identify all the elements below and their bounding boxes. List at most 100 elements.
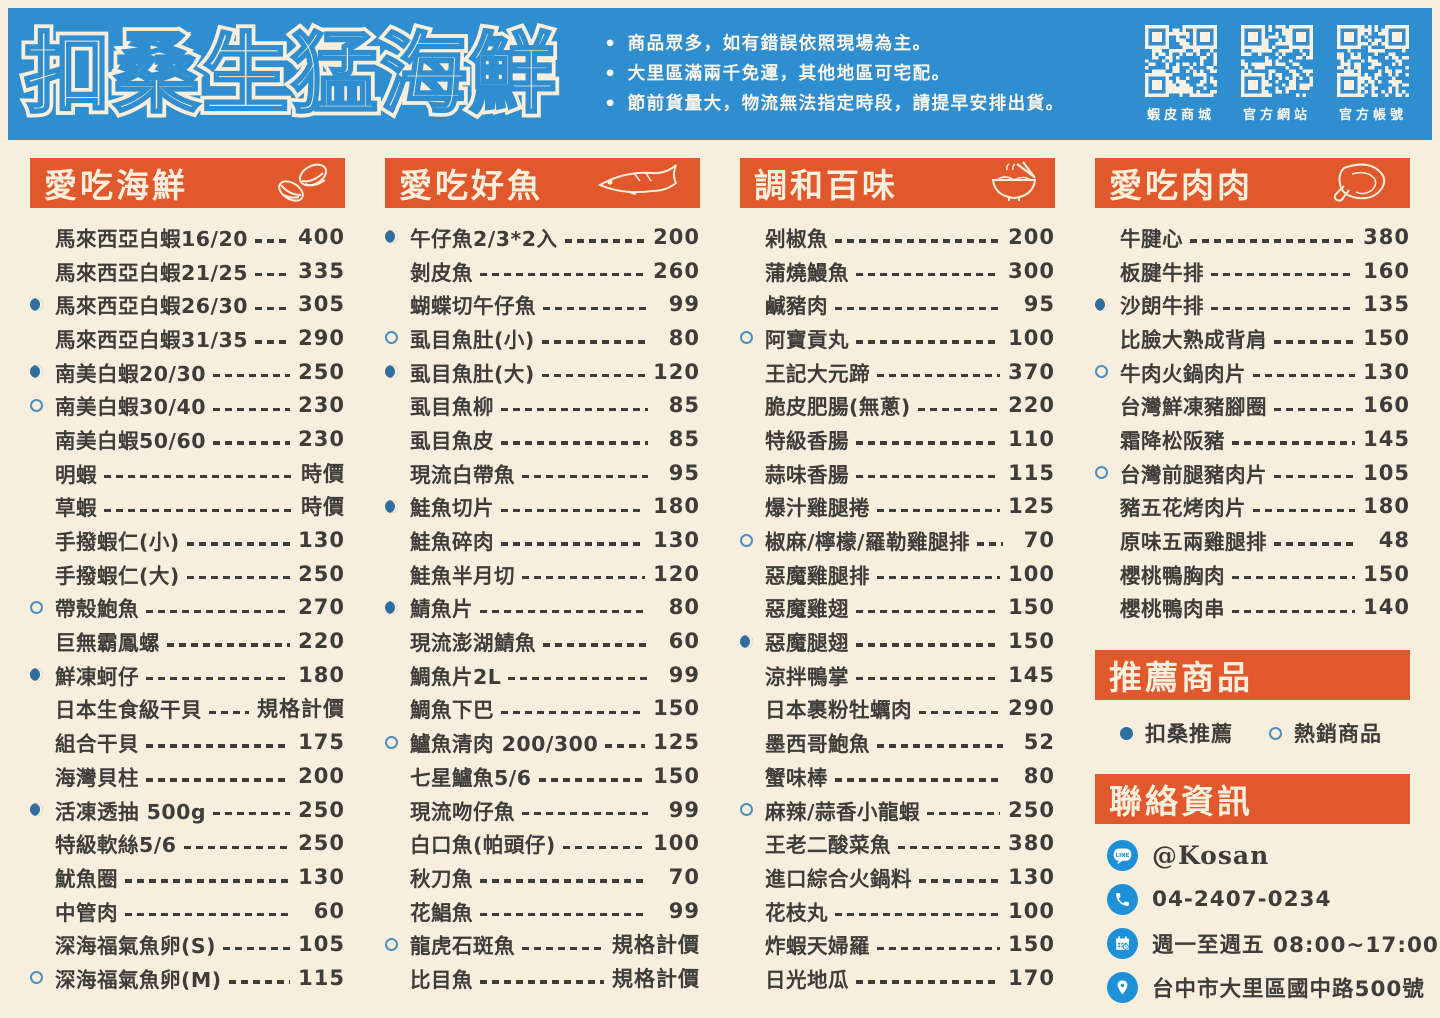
recommended-dot-icon xyxy=(385,600,410,614)
menu-item-row: 白口魚(帕頭仔) 100 xyxy=(385,826,700,860)
menu-item-row: 日本裹粉牡蠣肉 290 xyxy=(740,692,1055,726)
dotted-leader xyxy=(562,845,646,849)
item-price: 230 xyxy=(298,393,345,418)
item-name: 明蝦 xyxy=(55,462,97,487)
business-hours: 週一至週五 08:00~17:00 xyxy=(1152,933,1439,959)
dotted-leader xyxy=(501,407,648,411)
location-pin-icon xyxy=(1107,972,1138,1004)
recommended-dot-icon xyxy=(30,365,55,379)
menu-grid: 愛吃海鮮 馬來西亞白蝦16/20 400 馬來西亞白蝦21/25 335 馬來西… xyxy=(30,158,1438,1016)
item-name: 虱目魚肚(小) xyxy=(410,327,535,352)
dotted-leader xyxy=(1274,340,1356,344)
hot-dot-icon xyxy=(385,937,410,951)
dotted-leader xyxy=(543,306,648,310)
item-price: 180 xyxy=(298,662,345,687)
item-name: 比臉大熟成背肩 xyxy=(1120,327,1267,352)
menu-item-row: 霜降松阪豬 145 xyxy=(1095,422,1410,456)
item-name: 特級軟絲5/6 xyxy=(55,833,177,858)
item-price: 145 xyxy=(1363,426,1410,451)
qr-website: 官方網站 xyxy=(1240,25,1314,123)
dotted-leader xyxy=(1232,576,1356,580)
menu-item-row: 鯛魚下巴 150 xyxy=(385,692,700,726)
dotted-leader xyxy=(255,239,291,243)
dotted-leader xyxy=(541,340,648,344)
item-name: 馬來西亞白蝦21/25 xyxy=(55,260,249,285)
dotted-leader xyxy=(213,373,291,378)
item-name: 中管肉 xyxy=(55,900,118,925)
menu-item-row: 比目魚 規格計價 xyxy=(385,961,700,995)
menu-items: 剁椒魚 200 蒲燒鰻魚 300 鹹豬肉 95 阿寶貢丸 100 王記大元蹄 3… xyxy=(740,220,1055,995)
note-line: 節前貨量大，物流無法指定時段，請提早安排出貨。 xyxy=(604,89,1144,119)
item-name: 活凍透抽 500g xyxy=(55,799,207,824)
item-name: 現流吻仔魚 xyxy=(410,799,515,824)
menu-item-row: 阿寶貢丸 100 xyxy=(740,321,1055,355)
menu-item-row: 沙朗牛排 135 xyxy=(1095,287,1410,321)
item-name: 爆汁雞腿捲 xyxy=(765,496,870,521)
menu-item-row: 牛腱心 380 xyxy=(1095,220,1410,254)
hot-dot-icon xyxy=(30,398,55,412)
item-name: 鹹豬肉 xyxy=(765,294,828,319)
item-price: 70 xyxy=(668,864,700,889)
menu-item-row: 墨西哥鮑魚 52 xyxy=(740,725,1055,759)
dotted-leader xyxy=(877,946,1001,950)
dotted-leader xyxy=(856,677,1001,681)
dotted-leader xyxy=(501,508,646,513)
section-flavors: 調和百味 剁椒魚 200 蒲燒鰻魚 300 鹹豬肉 95 阿寶貢丸 1 xyxy=(740,158,1055,1016)
item-name: 手撥蝦仁(小) xyxy=(55,530,180,555)
item-price: 150 xyxy=(1008,629,1055,654)
menu-item-row: 台灣鮮凍豬腳圈 160 xyxy=(1095,388,1410,422)
dotted-leader xyxy=(1232,441,1356,445)
item-name: 龍虎石斑魚 xyxy=(410,934,515,959)
menu-item-row: 鹹豬肉 95 xyxy=(740,287,1055,321)
menu-item-row: 龍虎石斑魚 規格計價 xyxy=(385,927,700,961)
menu-item-row: 王老二酸菜魚 380 xyxy=(740,826,1055,860)
item-price: 305 xyxy=(298,292,345,317)
item-name: 組合干貝 xyxy=(55,732,139,757)
item-price: 時價 xyxy=(301,495,345,520)
hot-dot-icon xyxy=(1095,365,1120,379)
menu-item-row: 蝴蝶切午仔魚 99 xyxy=(385,287,700,321)
dotted-leader xyxy=(522,576,646,580)
menu-item-row: 花鯧魚 99 xyxy=(385,894,700,928)
dotted-leader xyxy=(919,879,1001,883)
phone-icon xyxy=(1107,884,1138,916)
contact-header: 聯絡資訊 xyxy=(1095,774,1410,825)
dotted-leader xyxy=(898,845,1001,849)
section-header: 愛吃海鮮 xyxy=(30,158,345,208)
menu-item-row: 鱸魚清肉 200/300 125 xyxy=(385,725,700,759)
item-price: 85 xyxy=(668,393,700,418)
recommended-dot-icon xyxy=(385,230,410,244)
item-price: 250 xyxy=(298,561,345,586)
contact-list: LINE @Kosan 04-2407-0234 xyxy=(1095,840,1438,1004)
dotted-leader xyxy=(543,643,648,647)
item-price: 規格計價 xyxy=(612,966,700,991)
recommended-dot-icon xyxy=(30,668,55,682)
item-price: 180 xyxy=(1363,494,1410,519)
menu-item-row: 櫻桃鴨肉串 140 xyxy=(1095,591,1410,625)
item-price: 100 xyxy=(1008,898,1055,923)
item-name: 南美白蝦30/40 xyxy=(55,395,207,420)
dotted-leader xyxy=(1274,407,1356,411)
dotted-leader xyxy=(1274,542,1358,546)
dotted-leader xyxy=(146,677,291,681)
item-price: 290 xyxy=(1008,696,1055,721)
item-name: 鯖魚片 xyxy=(410,597,473,622)
dotted-leader xyxy=(167,643,291,647)
item-price: 135 xyxy=(1363,292,1410,317)
recommended-dot-icon xyxy=(385,365,410,379)
menu-item-row: 炸蝦天婦羅 150 xyxy=(740,927,1055,961)
dotted-leader xyxy=(508,677,648,681)
dotted-leader xyxy=(541,373,646,378)
hot-dot-icon xyxy=(740,533,765,547)
dotted-leader xyxy=(146,778,291,782)
dotted-leader xyxy=(213,407,291,411)
item-name: 魷魚圈 xyxy=(55,866,118,891)
item-name: 剝皮魚 xyxy=(410,260,473,285)
item-price: 時價 xyxy=(301,461,345,486)
item-price: 85 xyxy=(668,426,700,451)
menu-item-row: 南美白蝦20/30 250 xyxy=(30,355,345,389)
section-seafood: 愛吃海鮮 馬來西亞白蝦16/20 400 馬來西亞白蝦21/25 335 馬來西… xyxy=(30,158,345,1016)
item-price: 130 xyxy=(298,864,345,889)
dotted-leader xyxy=(564,239,646,243)
hot-dot-icon xyxy=(1269,726,1282,740)
